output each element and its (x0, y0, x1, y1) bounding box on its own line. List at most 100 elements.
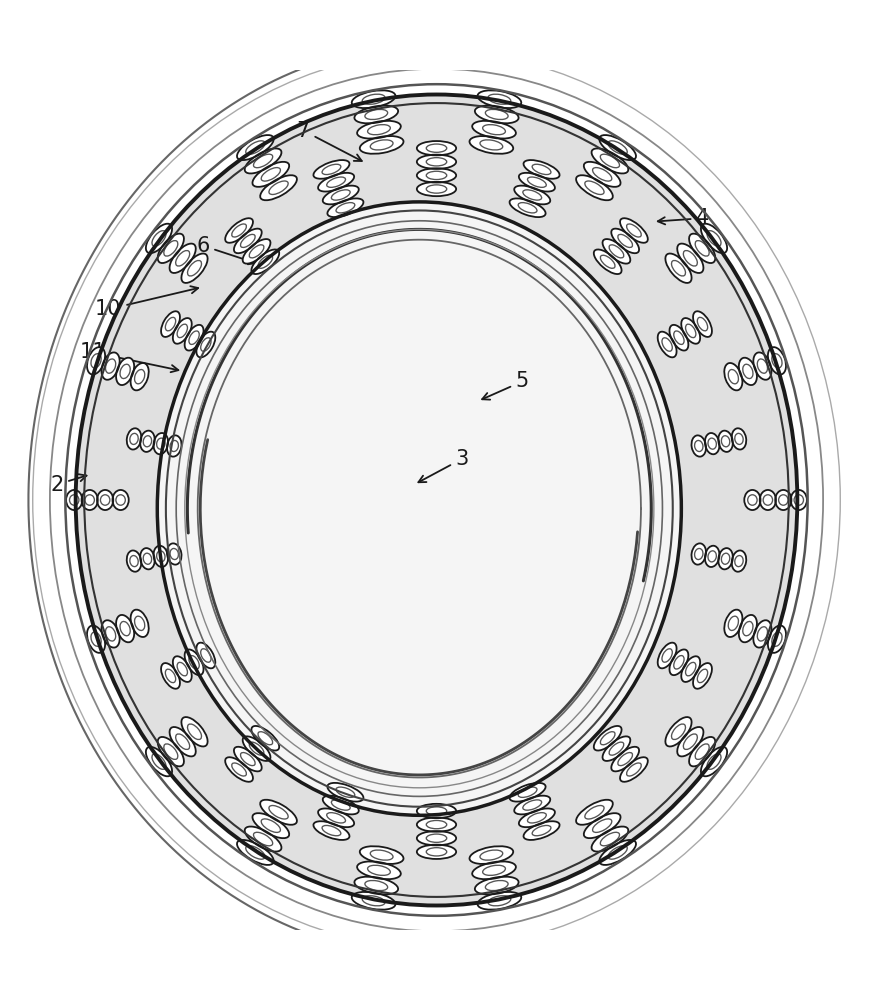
Ellipse shape (665, 254, 691, 283)
Ellipse shape (357, 121, 401, 139)
Text: 5: 5 (482, 371, 529, 400)
Ellipse shape (167, 543, 182, 565)
Ellipse shape (352, 892, 395, 910)
Ellipse shape (169, 727, 196, 756)
Ellipse shape (251, 726, 279, 751)
Ellipse shape (620, 757, 648, 782)
Ellipse shape (131, 610, 148, 637)
Ellipse shape (251, 249, 279, 274)
Ellipse shape (237, 135, 274, 160)
Ellipse shape (416, 831, 457, 845)
Ellipse shape (725, 610, 742, 637)
Ellipse shape (323, 796, 359, 814)
Ellipse shape (252, 162, 289, 187)
Ellipse shape (260, 175, 297, 200)
Ellipse shape (718, 431, 732, 452)
Ellipse shape (416, 845, 457, 859)
Ellipse shape (584, 813, 621, 838)
Ellipse shape (592, 148, 629, 173)
Ellipse shape (416, 155, 457, 169)
Ellipse shape (116, 358, 134, 385)
Ellipse shape (158, 737, 184, 766)
Text: 6: 6 (196, 236, 256, 264)
Ellipse shape (510, 198, 546, 217)
Ellipse shape (514, 186, 550, 204)
Ellipse shape (472, 861, 516, 879)
Ellipse shape (196, 643, 216, 668)
Ellipse shape (611, 229, 639, 253)
Ellipse shape (173, 318, 192, 344)
Text: 10: 10 (95, 286, 198, 319)
Ellipse shape (760, 490, 776, 510)
Ellipse shape (185, 649, 203, 675)
Ellipse shape (510, 783, 546, 802)
Ellipse shape (657, 332, 677, 357)
Ellipse shape (360, 846, 403, 864)
Ellipse shape (225, 218, 253, 243)
Ellipse shape (237, 840, 274, 865)
Ellipse shape (327, 198, 363, 217)
Ellipse shape (470, 846, 513, 864)
Ellipse shape (691, 435, 706, 457)
Ellipse shape (705, 433, 719, 454)
Ellipse shape (681, 656, 700, 682)
Ellipse shape (141, 431, 155, 452)
Ellipse shape (689, 737, 715, 766)
Ellipse shape (416, 817, 457, 832)
Ellipse shape (670, 649, 688, 675)
Ellipse shape (81, 490, 98, 510)
Ellipse shape (677, 244, 704, 273)
Text: 2: 2 (50, 474, 86, 495)
Ellipse shape (146, 224, 172, 253)
Ellipse shape (234, 229, 262, 253)
Ellipse shape (244, 148, 281, 173)
Ellipse shape (313, 821, 349, 840)
Ellipse shape (416, 141, 457, 155)
Ellipse shape (323, 186, 359, 204)
Ellipse shape (594, 726, 622, 751)
Ellipse shape (775, 490, 792, 510)
Ellipse shape (739, 615, 757, 642)
Ellipse shape (101, 352, 120, 380)
Ellipse shape (602, 736, 630, 761)
Ellipse shape (753, 352, 772, 380)
Ellipse shape (665, 717, 691, 746)
Ellipse shape (725, 363, 742, 390)
Ellipse shape (318, 173, 354, 192)
Ellipse shape (701, 747, 727, 776)
Ellipse shape (475, 877, 519, 894)
Ellipse shape (76, 94, 797, 906)
Ellipse shape (599, 135, 636, 160)
Ellipse shape (158, 234, 184, 263)
Ellipse shape (318, 808, 354, 827)
Ellipse shape (594, 249, 622, 274)
Ellipse shape (620, 218, 648, 243)
Ellipse shape (691, 543, 706, 565)
Ellipse shape (576, 800, 613, 825)
Ellipse shape (131, 363, 148, 390)
Ellipse shape (327, 783, 363, 802)
Ellipse shape (602, 239, 630, 264)
Ellipse shape (113, 490, 128, 510)
Ellipse shape (611, 747, 639, 771)
Ellipse shape (173, 656, 192, 682)
Ellipse shape (768, 626, 786, 653)
Ellipse shape (352, 90, 395, 108)
Ellipse shape (416, 804, 457, 818)
Ellipse shape (519, 808, 555, 827)
Ellipse shape (360, 136, 403, 154)
Ellipse shape (732, 550, 746, 572)
Ellipse shape (162, 311, 180, 337)
Ellipse shape (101, 620, 120, 648)
Ellipse shape (732, 428, 746, 450)
Ellipse shape (234, 747, 262, 771)
Ellipse shape (470, 136, 513, 154)
Ellipse shape (739, 358, 757, 385)
Ellipse shape (791, 490, 807, 510)
Ellipse shape (260, 800, 297, 825)
Ellipse shape (185, 325, 203, 351)
Ellipse shape (592, 827, 629, 852)
Ellipse shape (196, 332, 216, 357)
Ellipse shape (357, 861, 401, 879)
Ellipse shape (478, 892, 521, 910)
